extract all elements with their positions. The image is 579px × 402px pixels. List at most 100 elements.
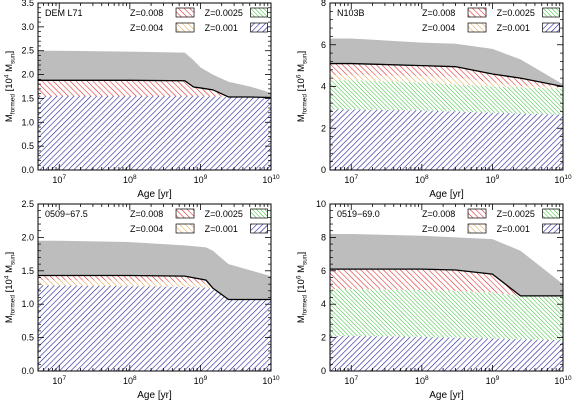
y-tick-label: 4 — [321, 299, 326, 309]
plot-area — [38, 50, 271, 170]
legend-label: Z=0.004 — [422, 224, 455, 234]
x-tick-label: 108 — [415, 375, 429, 386]
x-tick-label: 107 — [52, 174, 66, 185]
x-tick-label: 108 — [123, 174, 137, 185]
panel-2: 107 108 109 1010 0 2 4 6 8 Age [yr] Mformed [106 M… — [296, 0, 573, 200]
y-tick-label: 2.0 — [21, 232, 34, 242]
plot-area — [330, 234, 563, 371]
legend-label: Z=0.008 — [422, 209, 455, 219]
y-tick-label: 4 — [321, 82, 326, 92]
y-tick-label: 2.0 — [21, 70, 34, 80]
legend-swatch-orange — [175, 223, 195, 234]
x-tick-label: 109 — [486, 375, 500, 386]
legend-label: Z=0.0025 — [497, 8, 535, 18]
y-tick-label: 2 — [321, 123, 326, 133]
legend-label: Z=0.0025 — [205, 8, 243, 18]
layer-red-area — [330, 63, 563, 87]
layer-blue-area — [38, 285, 271, 371]
x-tick-label: 109 — [194, 174, 208, 185]
y-tick-label: 6 — [321, 40, 326, 50]
legend-label: Z=0.008 — [422, 8, 455, 18]
legend-swatch-red — [467, 208, 487, 219]
legend-swatch-red — [467, 7, 487, 18]
x-axis-label: Age [yr] — [137, 390, 172, 401]
legend-swatch-green — [250, 7, 268, 18]
y-axis-label: Mformed [104 Msun] — [4, 51, 17, 122]
y-tick-label: 3.5 — [21, 0, 34, 8]
axes-frame — [37, 2, 272, 171]
x-axis-label: Age [yr] — [429, 189, 464, 200]
y-axis-label: Mformed [106 Msun] — [296, 51, 309, 122]
x-tick-label: 107 — [344, 375, 358, 386]
x-axis-label: Age [yr] — [137, 189, 172, 200]
legend-swatch-red — [175, 208, 195, 219]
axes-frame — [329, 203, 564, 372]
panel-1: 107 108 109 1010 0.0 0.5 1.0 1.5 2.0 2.5 3.0 3.5 Age… — [4, 0, 281, 200]
legend-swatch-orange — [467, 223, 487, 234]
y-tick-label: 6 — [321, 266, 326, 276]
y-tick-label: 0.5 — [21, 141, 34, 151]
y-tick-label: 0.0 — [21, 165, 34, 175]
y-tick-label: 2.5 — [21, 199, 34, 209]
legend-label: Z=0.004 — [422, 23, 455, 33]
legend-swatch-blue — [542, 223, 560, 234]
x-tick-label: 1010 — [554, 375, 572, 386]
legend-label: Z=0.004 — [130, 23, 163, 33]
y-tick-label: 0.0 — [21, 366, 34, 376]
x-tick-label: 108 — [415, 174, 429, 185]
upper-envelope-area — [38, 50, 271, 98]
legend-label: Z=0.008 — [130, 8, 163, 18]
y-tick-label: 1.5 — [21, 266, 34, 276]
plot-area — [38, 240, 271, 371]
legend-label: Z=0.001 — [497, 224, 530, 234]
y-tick-label: 0.5 — [21, 333, 34, 343]
y-tick-label: 3.0 — [21, 22, 34, 32]
panel-title: 0509−67.5 — [45, 209, 88, 219]
legend-swatch-blue — [250, 22, 268, 33]
x-tick-label: 1010 — [554, 174, 572, 185]
y-axis-label: Mformed [104 Msun] — [4, 252, 17, 323]
plot-area — [330, 38, 563, 170]
y-tick-label: 10 — [316, 199, 326, 209]
layer-blue-area — [330, 109, 563, 170]
legend-label: Z=0.001 — [205, 224, 238, 234]
layer-red-area — [38, 275, 271, 300]
panel-4: 107 108 109 1010 0 2 4 6 8 10 Age [yr] Mformed [106… — [296, 199, 573, 401]
upper-envelope-area — [38, 240, 271, 300]
legend-swatch-blue — [542, 22, 560, 33]
legend-label: Z=0.0025 — [497, 209, 535, 219]
legend-swatch-orange — [467, 22, 487, 33]
y-tick-label: 1.0 — [21, 117, 34, 127]
layer-red-area — [38, 80, 271, 98]
layer-orange-area — [330, 75, 563, 89]
x-tick-label: 1010 — [262, 174, 280, 185]
x-tick-label: 109 — [486, 174, 500, 185]
total-mass-line — [38, 274, 271, 301]
legend-swatch-orange — [175, 22, 195, 33]
legend-swatch-green — [542, 208, 560, 219]
y-tick-label: 1.0 — [21, 299, 34, 309]
total-mass-line — [38, 79, 271, 99]
panel-title: DEM L71 — [45, 8, 83, 18]
legend-label: Z=0.001 — [205, 23, 238, 33]
legend-label: Z=0.0025 — [205, 209, 243, 219]
legend-swatch-blue — [250, 223, 268, 234]
y-tick-label: 2.5 — [21, 46, 34, 56]
y-tick-label: 2 — [321, 333, 326, 343]
layer-green-area — [330, 289, 563, 341]
y-tick-label: 1.5 — [21, 93, 34, 103]
legend-swatch-green — [250, 208, 268, 219]
legend-label: Z=0.008 — [130, 209, 163, 219]
axes-frame — [37, 203, 272, 372]
x-tick-label: 1010 — [262, 375, 280, 386]
y-axis-label: Mformed [106 Msun] — [296, 252, 309, 323]
panel-title: N103B — [337, 8, 365, 18]
layer-red-area — [330, 269, 563, 296]
y-tick-label: 0 — [321, 165, 326, 175]
x-tick-label: 107 — [344, 174, 358, 185]
upper-envelope-area — [330, 234, 563, 296]
layer-blue-area — [38, 96, 271, 170]
panel-title: 0519−69.0 — [337, 209, 380, 219]
x-tick-label: 109 — [194, 375, 208, 386]
